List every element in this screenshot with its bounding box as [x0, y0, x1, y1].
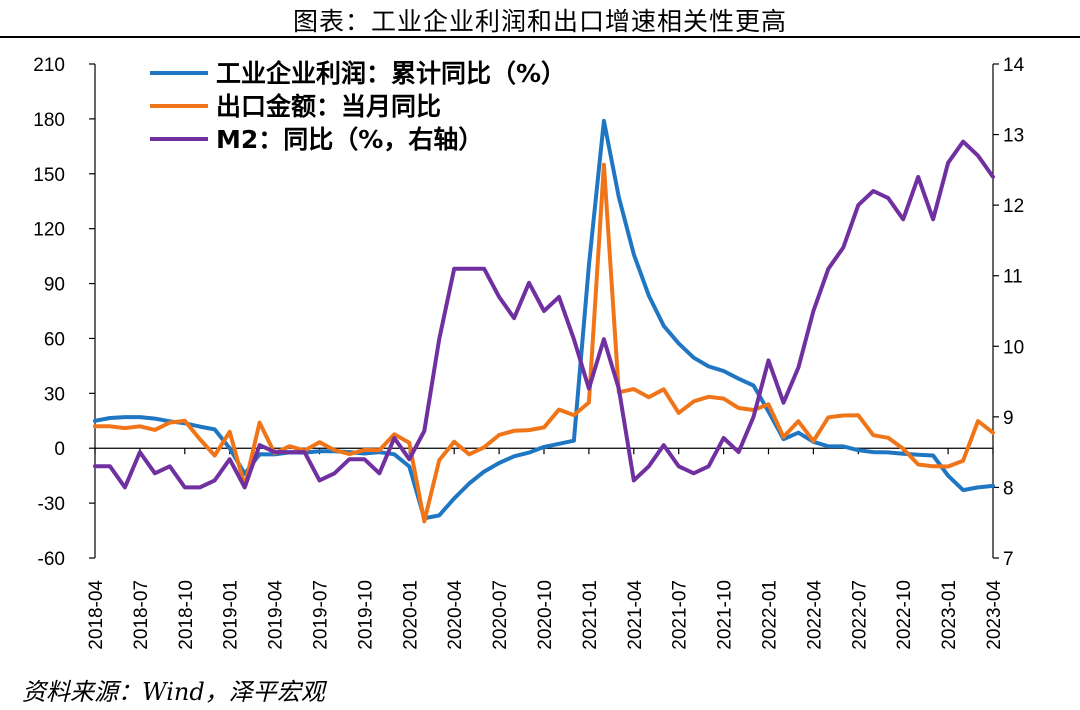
x-tick-label: 2018-10 [176, 580, 197, 650]
y-right-tick-label: 7 [1003, 549, 1014, 570]
x-tick-label: 2021-10 [715, 580, 736, 650]
x-tick-label: 2019-04 [266, 580, 287, 650]
x-tick-label: 2022-01 [760, 580, 781, 650]
legend-label-2: M2：同比（%，右轴） [216, 125, 483, 154]
x-tick-label: 2022-04 [804, 580, 825, 650]
x-tick-label: 2021-04 [625, 580, 646, 650]
y-left-tick-label: 0 [54, 439, 65, 460]
x-tick-label: 2021-01 [580, 580, 601, 650]
title-bar: 图表：工业企业利润和出口增速相关性更高 [0, 0, 1080, 38]
series-layer [93, 118, 995, 524]
y-left-tick-label: 90 [44, 275, 65, 296]
y-left-tick-label: -60 [38, 549, 65, 570]
series-line-0 [93, 118, 995, 521]
legend: 工业企业利润：累计同比（%） 出口金额：当月同比 M2：同比（%，右轴） [150, 59, 566, 154]
x-tick-label: 2021-07 [670, 580, 691, 650]
y-right-tick-label: 13 [1003, 126, 1024, 147]
x-tick-label: 2020-01 [400, 580, 421, 650]
series-line-1 [93, 162, 995, 524]
legend-label-1: 出口金额：当月同比 [216, 92, 441, 121]
y-left-tick-label: 60 [44, 329, 65, 350]
y-left-tick-label: 150 [33, 165, 65, 186]
y-left-tick-label: 180 [33, 110, 65, 131]
y-right-tick-label: 10 [1003, 337, 1024, 358]
x-tick-label: 2018-07 [131, 580, 152, 650]
y-left-tick-label: 120 [33, 220, 65, 241]
y-right-tick-label: 12 [1003, 196, 1024, 217]
x-tick-label: 2018-04 [86, 580, 107, 650]
axes: 210 180 150 120 90 60 30 0 -30 -60 14 13 12 11 10 9 8 7 20… [33, 55, 1024, 650]
x-tick-label: 2019-01 [221, 580, 242, 650]
x-tick-label: 2022-10 [894, 580, 915, 650]
chart-title: 图表：工业企业利润和出口增速相关性更高 [292, 7, 787, 36]
y-right-tick-label: 8 [1003, 478, 1014, 499]
y-left-tick-label: 210 [33, 55, 65, 76]
source-note: 资料来源：Wind，泽平宏观 [22, 678, 325, 706]
x-tick-label: 2020-10 [535, 580, 556, 650]
x-tick-label: 2023-04 [984, 580, 1005, 650]
x-tick-label: 2020-07 [490, 580, 511, 650]
y-left-tick-label: -30 [38, 494, 65, 515]
y-right-tick-label: 9 [1003, 408, 1014, 429]
x-tick-label: 2020-04 [445, 580, 466, 650]
y-left-tick-label: 30 [44, 384, 65, 405]
y-right-tick-label: 11 [1003, 267, 1023, 288]
legend-label-0: 工业企业利润：累计同比（%） [216, 59, 566, 88]
x-tick-label: 2019-07 [311, 580, 332, 650]
x-tick-label: 2019-10 [355, 580, 376, 650]
x-tick-label: 2023-01 [939, 580, 960, 650]
y-right-tick-label: 14 [1003, 55, 1025, 76]
series-line-2 [93, 139, 995, 490]
x-tick-label: 2022-07 [849, 580, 870, 650]
